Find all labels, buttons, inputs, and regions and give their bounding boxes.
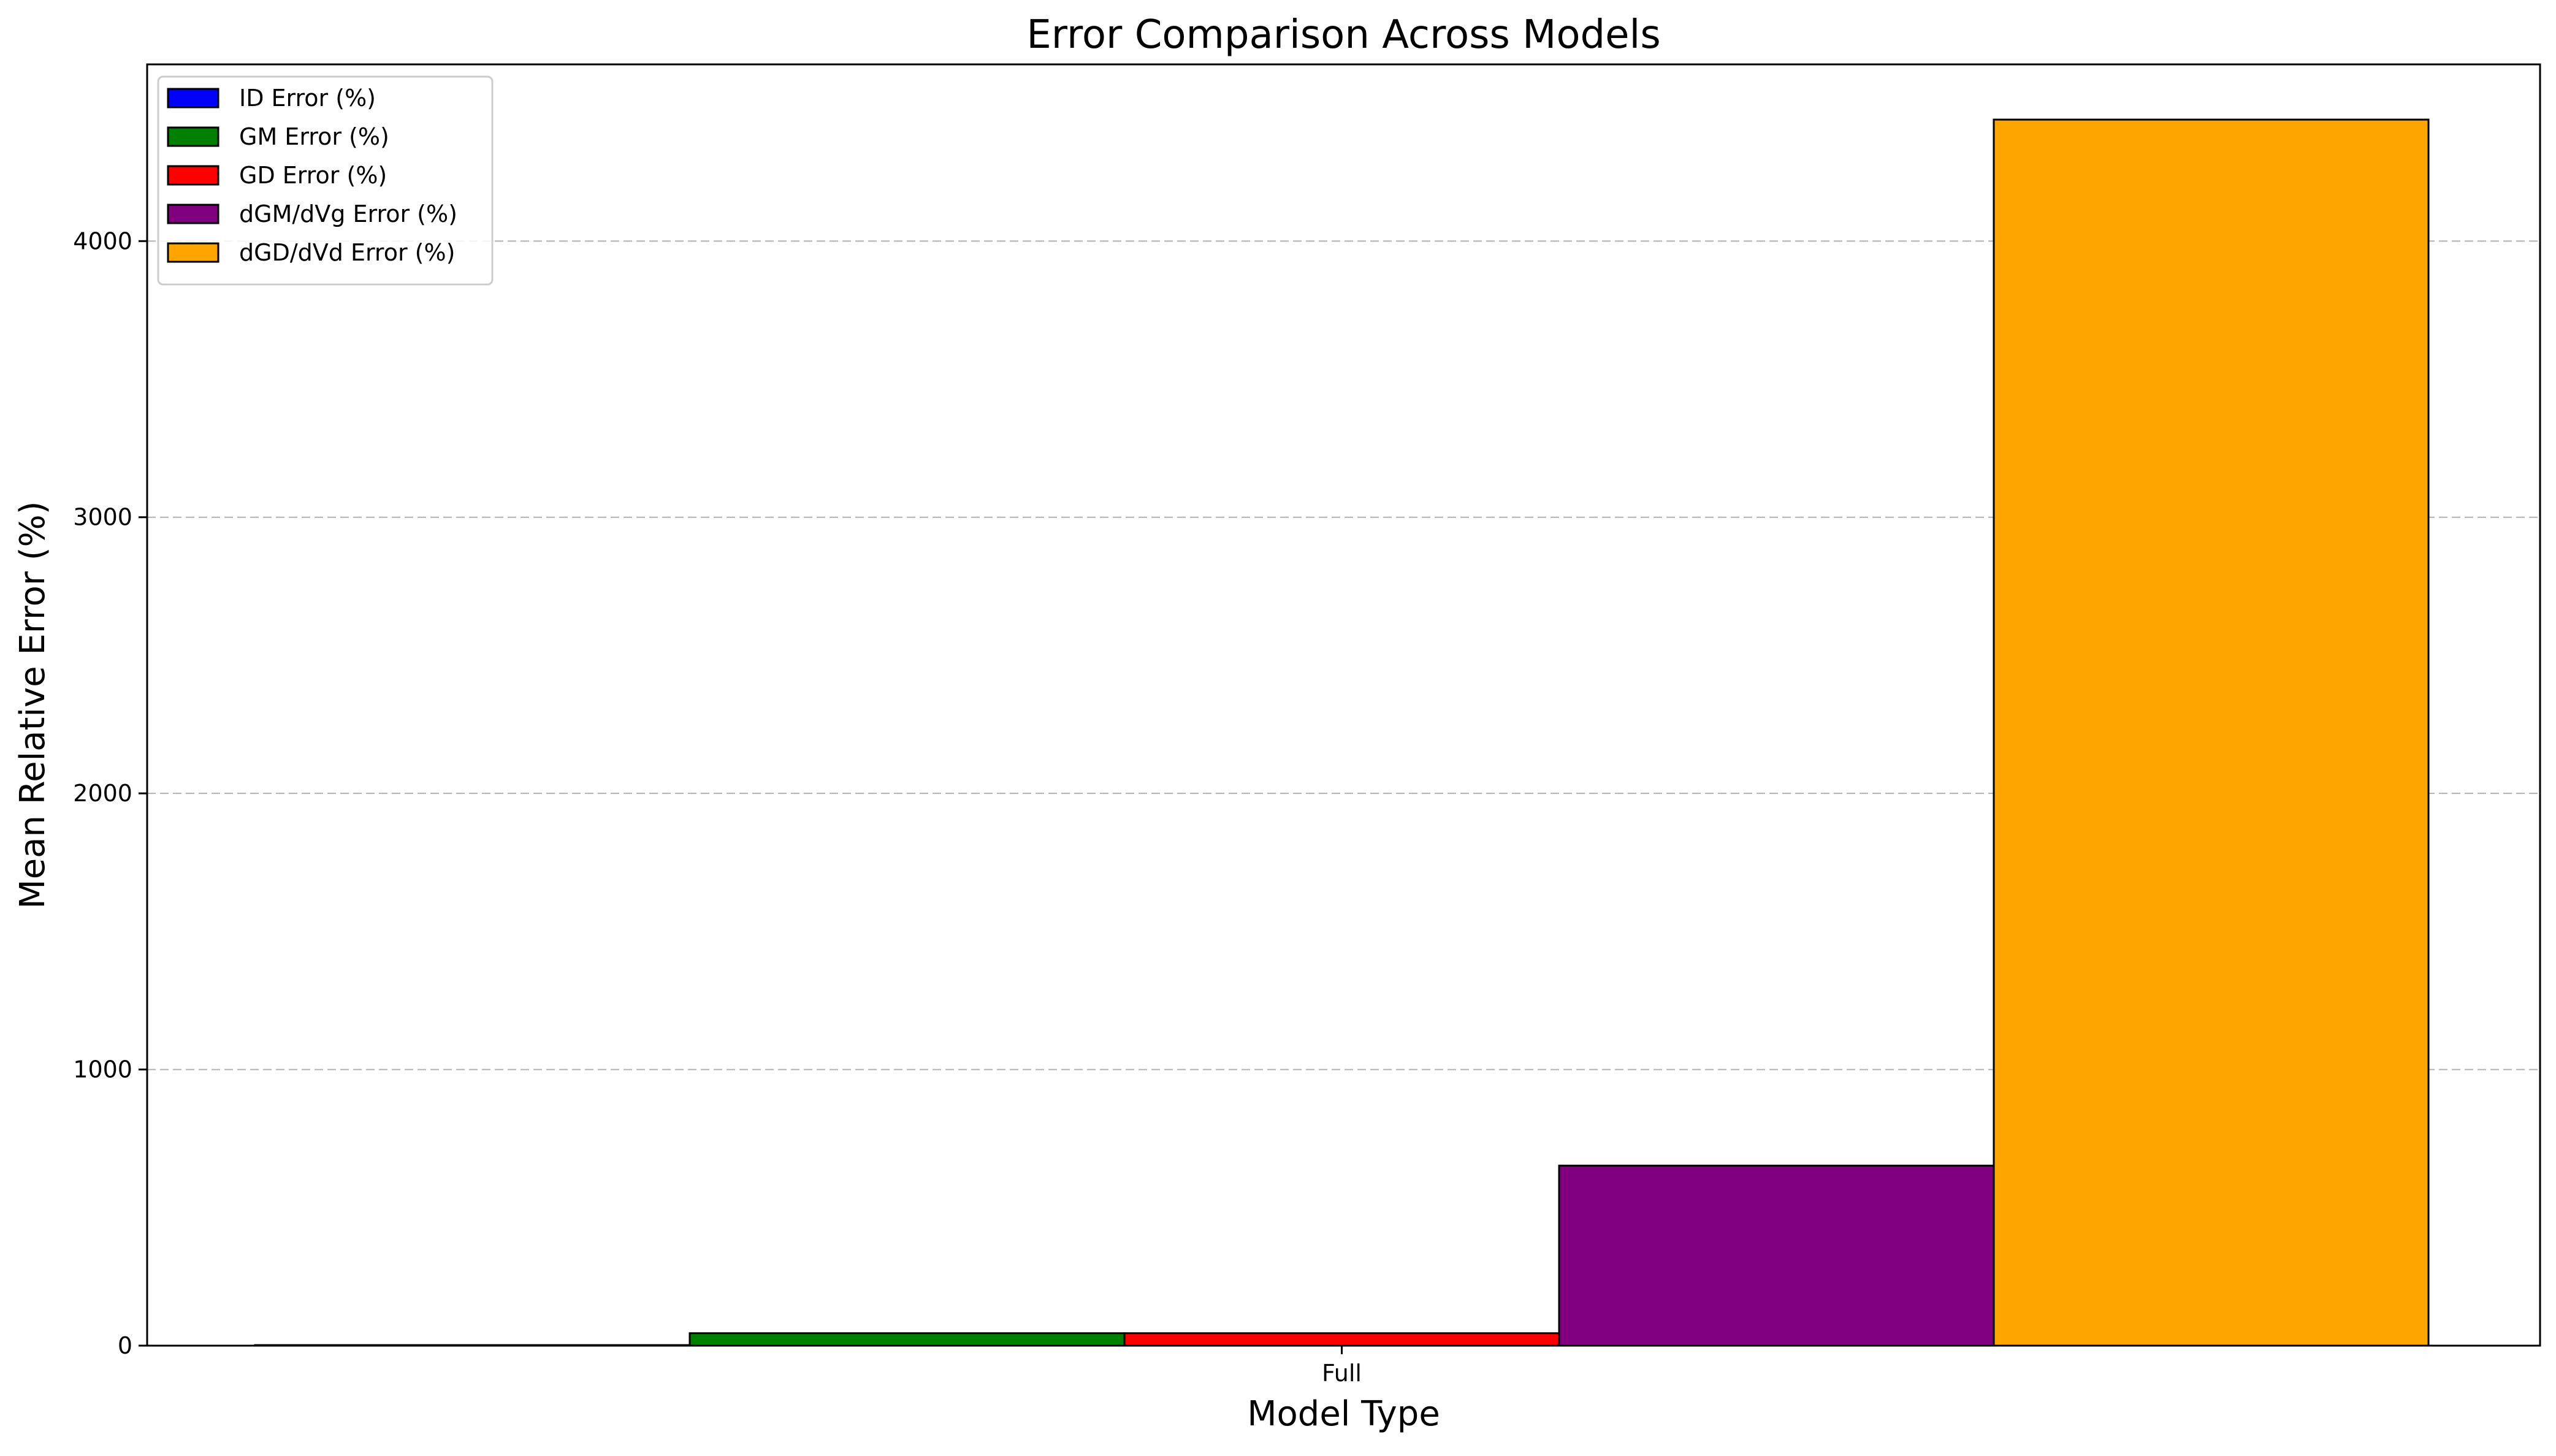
y-tick-label: 3000	[73, 504, 132, 531]
legend-swatch	[167, 165, 219, 186]
chart-title: Error Comparison Across Models	[1026, 12, 1660, 58]
y-tick-label: 1000	[73, 1056, 132, 1083]
y-tick-label: 2000	[73, 780, 132, 807]
bar-dgm-dvg-error	[1558, 1164, 1995, 1347]
x-axis-ticks: Full	[1322, 1346, 1362, 1387]
legend-box	[157, 75, 494, 286]
legend-label: dGM/dVg Error (%)	[239, 200, 457, 227]
bar-gm-error	[689, 1332, 1126, 1347]
x-axis-label: Model Type	[1247, 1394, 1440, 1434]
y-tick-label: 4000	[73, 227, 132, 254]
legend-label: ID Error (%)	[239, 85, 376, 112]
x-tick-label: Full	[1322, 1360, 1362, 1387]
plot-frame	[146, 63, 2541, 1347]
bar-gd-error	[1123, 1332, 1560, 1347]
bars	[254, 118, 2430, 1347]
y-tick-label: 0	[118, 1332, 132, 1359]
legend-swatch	[167, 204, 219, 224]
legend-label: GM Error (%)	[239, 123, 389, 150]
legend-label: dGD/dVd Error (%)	[239, 239, 455, 266]
legend-label: GD Error (%)	[239, 162, 387, 189]
legend-swatch	[167, 88, 219, 109]
y-axis-ticks: 0 1000 2000 3000 4000	[73, 227, 147, 1359]
legend: ID Error (%) GM Error (%) GD Error (%) dGM/…	[157, 75, 494, 286]
legend-swatch	[167, 126, 219, 147]
bar-dgd-dvd-error	[1993, 118, 2430, 1347]
legend-swatch	[167, 242, 219, 263]
y-axis-label: Mean Relative Error (%)	[13, 501, 53, 909]
